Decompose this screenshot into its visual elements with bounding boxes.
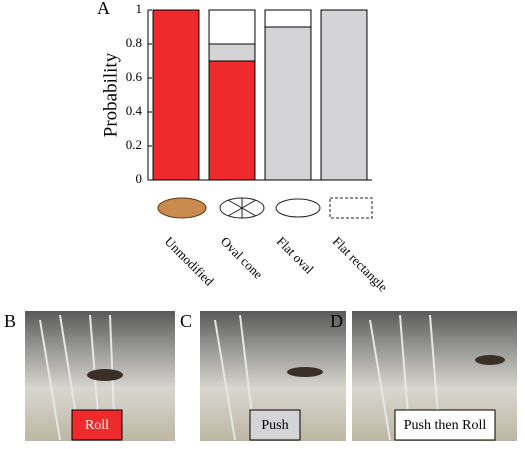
- bar-segment: [208, 60, 256, 181]
- bar-segment: [208, 9, 256, 45]
- x-tick-label: Unmodified: [162, 234, 217, 289]
- bar-segment: [320, 9, 368, 181]
- bar-segment: [264, 9, 312, 28]
- y-tick-label: 0.2: [126, 137, 142, 152]
- x-tick-label: Flat rectangle: [330, 234, 391, 295]
- panel-label: B: [4, 311, 16, 331]
- insect-icons: [157, 197, 373, 219]
- bar-segment: [208, 43, 256, 62]
- y-tick-label: 0.4: [126, 103, 143, 118]
- insect: [475, 355, 505, 365]
- insect: [87, 369, 123, 381]
- icon: [157, 197, 207, 219]
- legend-label: Push then Roll: [404, 418, 487, 433]
- icon: [275, 198, 321, 218]
- bar-segment: [152, 9, 200, 181]
- bar-segment: [264, 26, 312, 181]
- legend-label: Push: [261, 418, 288, 433]
- icon-hatch: [227, 198, 257, 218]
- panel-label: A: [97, 0, 110, 18]
- legend-label: Roll: [85, 418, 109, 433]
- x-tick-label: Oval cone: [218, 234, 266, 282]
- y-tick-label: 0.8: [126, 35, 142, 50]
- y-tick-label: 0.6: [126, 69, 143, 84]
- icon: [329, 197, 373, 219]
- insect: [287, 367, 323, 377]
- photos: [25, 311, 517, 441]
- y-axis-label: Probability: [100, 52, 121, 137]
- legend-swatch: [249, 409, 301, 441]
- y-tick-label: 0: [136, 171, 143, 186]
- panel-label: C: [180, 311, 192, 331]
- legend-swatch: [71, 409, 123, 441]
- y-tick-label: 1: [136, 1, 143, 16]
- legend-swatch: [394, 409, 496, 441]
- panel-label: D: [330, 311, 343, 331]
- x-tick-label: Flat oval: [274, 234, 317, 277]
